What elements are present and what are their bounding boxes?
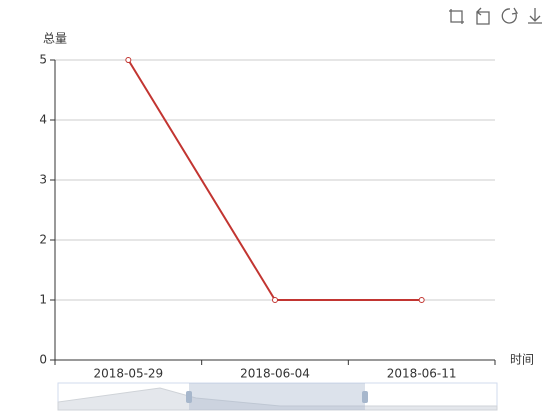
data-zoom[interactable]	[57, 382, 498, 411]
y-tick-label: 4	[39, 113, 47, 127]
zoom-shadow	[57, 387, 498, 411]
zoom-window[interactable]	[189, 383, 365, 410]
x-tick-label: 2018-06-11	[387, 367, 457, 381]
save-icon[interactable]	[528, 8, 542, 24]
toolbox[interactable]	[449, 7, 542, 25]
y-tick-label: 0	[39, 353, 47, 367]
point	[418, 297, 425, 303]
restore-icon[interactable]	[501, 7, 519, 24]
y-tick-label: 1	[39, 293, 47, 307]
y-tick-label: 5	[39, 53, 47, 67]
x-axis-label: 时间	[510, 353, 534, 367]
y-tick-label: 2	[39, 233, 47, 247]
zoom-handle[interactable]	[362, 391, 368, 403]
zoom-reset-icon[interactable]	[476, 7, 490, 25]
point	[272, 297, 278, 303]
x-tick-label: 2018-05-29	[93, 367, 163, 381]
y-tick-label: 3	[39, 173, 47, 187]
x-tick-label: 2018-06-04	[240, 367, 310, 381]
y-axis-label: 总量	[43, 32, 67, 46]
zoom-handle[interactable]	[186, 391, 192, 403]
point	[125, 57, 132, 63]
zoom-icon[interactable]	[449, 9, 464, 24]
